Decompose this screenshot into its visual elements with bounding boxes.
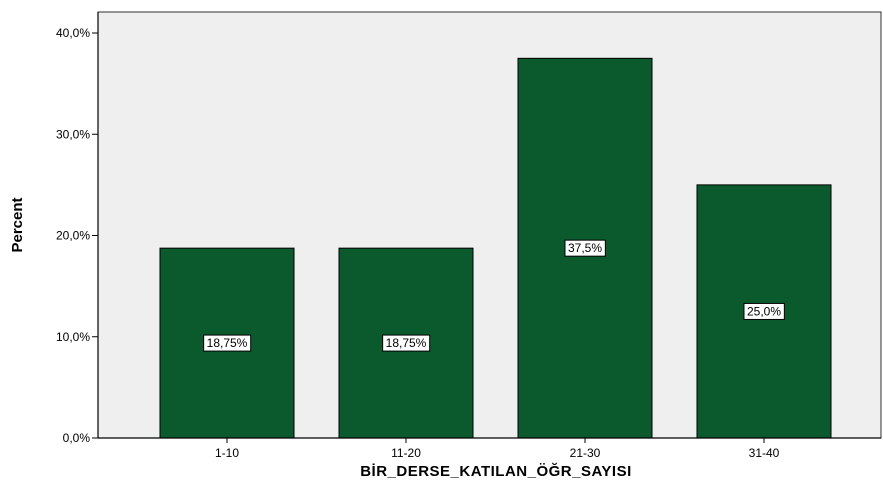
data-label: 18,75% (203, 334, 252, 352)
data-label-box (203, 334, 252, 352)
data-label-box (382, 334, 431, 352)
x-axis-title: BİR_DERSE_KATILAN_ÖĞR_SAYISI (360, 462, 632, 480)
data-label-box (743, 302, 785, 320)
y-tick-label: 10,0% (56, 330, 90, 344)
x-axis: 1-10 11-20 21-30 31-40 (98, 437, 881, 460)
data-label-text: 18,75% (207, 336, 248, 350)
x-tick-label: 1-10 (215, 446, 239, 460)
data-label: 25,0% (743, 302, 785, 320)
data-label-text: 37,5% (568, 241, 602, 255)
data-label: 18,75% (382, 334, 431, 352)
y-tick-label: 30,0% (56, 127, 90, 141)
y-axis: 0,0% 10,0% 20,0% 30,0% 40,0% (56, 12, 99, 445)
y-tick-label: 0,0% (63, 431, 91, 445)
y-tick-label: 40,0% (56, 26, 90, 40)
x-tick-label: 31-40 (749, 446, 780, 460)
data-label-text: 18,75% (386, 336, 427, 350)
y-axis-title: Percent (9, 197, 26, 252)
data-label-box (564, 239, 606, 257)
y-tick-label: 20,0% (56, 229, 90, 243)
data-label: 37,5% (564, 239, 606, 257)
x-tick-label: 11-20 (391, 446, 421, 460)
data-label-text: 25,0% (747, 304, 781, 318)
data-labels-layer: 18,75% 18,75% 37,5% 25,0% (203, 239, 785, 352)
x-tick-label: 21-30 (570, 446, 601, 460)
